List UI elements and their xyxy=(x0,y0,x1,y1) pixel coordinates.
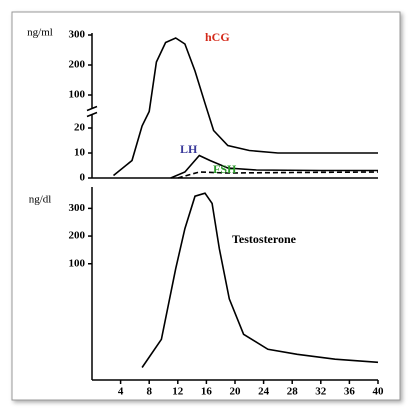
x-tick-label: 16 xyxy=(201,386,213,398)
y-tick-label: 20 xyxy=(74,122,86,134)
x-tick-label: 8 xyxy=(146,386,152,398)
y-tick-label: 200 xyxy=(69,230,86,242)
y-tick-label: 200 xyxy=(69,59,86,71)
y-tick-label: 100 xyxy=(69,89,86,101)
frame xyxy=(11,11,401,401)
series-label: Testosterone xyxy=(232,232,297,246)
y-tick-label: 100 xyxy=(69,257,86,269)
y-tick-label: 300 xyxy=(69,29,86,41)
x-tick-label: 4 xyxy=(118,386,124,398)
y-tick-label: 10 xyxy=(74,147,86,159)
series-line xyxy=(141,192,379,368)
series-line xyxy=(112,37,378,177)
series-line xyxy=(177,171,379,179)
x-tick-label: 20 xyxy=(230,386,242,398)
series-label: hCG xyxy=(205,30,230,44)
x-tick-label: 36 xyxy=(344,386,356,398)
series-line xyxy=(170,154,378,179)
y-axis-label: ng/dl xyxy=(29,194,52,206)
y-tick-label: 300 xyxy=(69,202,86,214)
y-tick-label: 0 xyxy=(80,172,86,184)
axis-break-mark xyxy=(86,111,98,118)
x-tick-label: 12 xyxy=(172,386,184,398)
x-tick-label: 32 xyxy=(315,386,327,398)
axis-break-mark xyxy=(86,105,98,112)
x-tick-label: 40 xyxy=(373,386,385,398)
series-label: FSH xyxy=(213,162,237,176)
y-axis-label: ng/ml xyxy=(27,27,53,39)
axis-break xyxy=(87,108,97,115)
x-tick-label: 28 xyxy=(287,386,299,398)
x-tick-label: 24 xyxy=(258,386,270,398)
series-label: LH xyxy=(180,142,198,156)
